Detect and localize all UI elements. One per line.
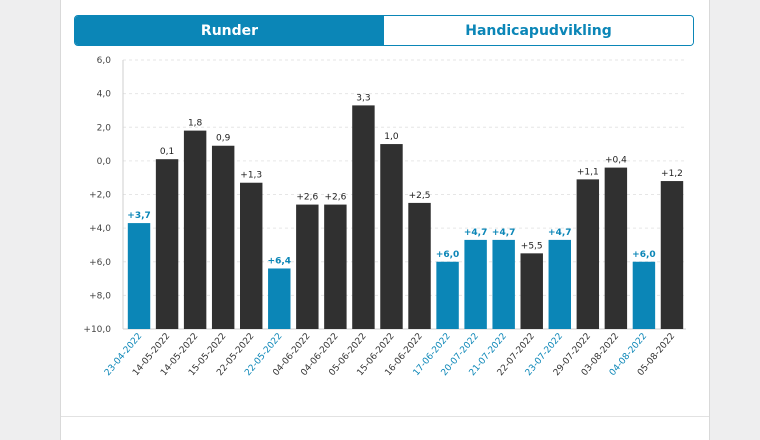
bar bbox=[492, 239, 515, 329]
data-label: +1,1 bbox=[577, 167, 599, 177]
data-label: +1,2 bbox=[661, 169, 683, 179]
bar bbox=[324, 204, 347, 329]
y-tick-label: 4,0 bbox=[97, 90, 112, 100]
data-label: +2,6 bbox=[296, 193, 318, 203]
data-label: +5,5 bbox=[521, 241, 543, 251]
tab-handicapudvikling[interactable]: Handicapudvikling bbox=[384, 16, 693, 45]
bar-chart: 6,04,02,00,0+2,0+4,0+6,0+8,0+10,0+3,723-… bbox=[83, 56, 686, 378]
bar bbox=[127, 223, 151, 329]
bar bbox=[632, 261, 656, 329]
bar bbox=[520, 253, 543, 329]
bar bbox=[352, 105, 375, 329]
tab-runder[interactable]: Runder bbox=[75, 16, 384, 45]
bar bbox=[183, 130, 207, 329]
bar bbox=[240, 182, 263, 329]
data-label: +6,0 bbox=[436, 250, 459, 260]
data-label: +4,7 bbox=[464, 228, 487, 238]
bar bbox=[576, 179, 600, 329]
data-label: +0,4 bbox=[605, 156, 627, 166]
data-label: +2,5 bbox=[409, 191, 431, 201]
bar bbox=[155, 159, 179, 329]
bar bbox=[464, 239, 487, 329]
divider bbox=[61, 416, 709, 417]
bar bbox=[660, 181, 684, 329]
data-label: +4,7 bbox=[548, 228, 571, 238]
data-label: +6,0 bbox=[632, 250, 655, 260]
bar bbox=[436, 261, 459, 329]
data-label: +6,4 bbox=[268, 256, 291, 266]
data-label: +1,3 bbox=[240, 171, 262, 181]
data-label: +4,7 bbox=[492, 228, 515, 238]
data-label: 1,0 bbox=[384, 132, 399, 142]
y-tick-label: +4,0 bbox=[89, 224, 111, 234]
data-label: +2,6 bbox=[324, 193, 346, 203]
y-tick-label: +2,0 bbox=[89, 191, 111, 201]
data-label: 0,1 bbox=[160, 147, 174, 157]
bar bbox=[268, 268, 291, 329]
y-tick-label: +6,0 bbox=[89, 258, 111, 268]
bar bbox=[408, 202, 431, 329]
data-label: 1,8 bbox=[188, 119, 203, 129]
bar bbox=[548, 239, 571, 329]
data-label: 3,3 bbox=[356, 93, 370, 103]
y-tick-label: 0,0 bbox=[97, 157, 112, 167]
tab-bar: Runder Handicapudvikling bbox=[74, 15, 694, 46]
y-tick-label: +10,0 bbox=[83, 325, 111, 335]
bar bbox=[380, 144, 403, 329]
bar bbox=[211, 145, 235, 329]
data-label: +3,7 bbox=[127, 211, 150, 221]
y-tick-label: +8,0 bbox=[89, 291, 111, 301]
y-tick-label: 2,0 bbox=[97, 123, 112, 133]
data-label: 0,9 bbox=[216, 134, 231, 144]
bar bbox=[604, 167, 628, 329]
y-tick-label: 6,0 bbox=[97, 56, 112, 66]
bar bbox=[296, 204, 319, 329]
